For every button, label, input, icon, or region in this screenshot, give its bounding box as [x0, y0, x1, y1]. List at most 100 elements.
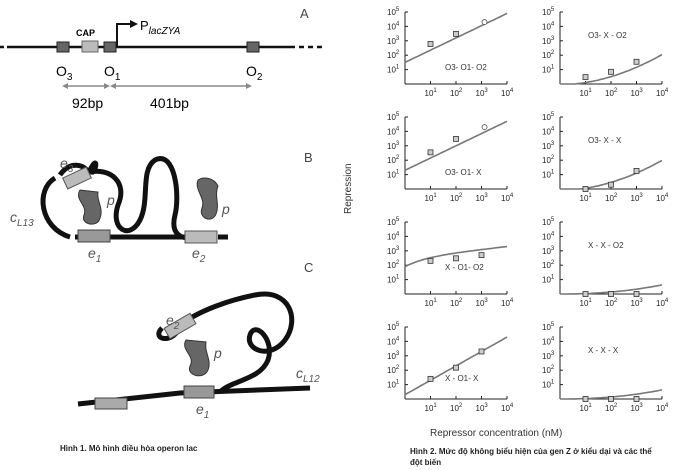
y-tick-label: 105	[387, 112, 400, 122]
c-e2-label: e2	[166, 312, 180, 332]
data-point	[453, 364, 459, 371]
x-tick-label: 102	[605, 403, 618, 413]
b-cl13-label: cL13	[10, 209, 34, 229]
y-tick-label: 105	[387, 7, 400, 17]
y-axis-label: Repression	[343, 163, 354, 214]
series-label: X - O1- O2	[445, 263, 484, 272]
y-tick-label: 102	[387, 365, 400, 375]
repression-charts: 105 104 103 102 101 101 102 103 104 O3- O1- O2 105…	[387, 7, 669, 413]
y-tick-label: 103	[542, 141, 555, 151]
y-tick-label: 102	[387, 260, 400, 270]
x-tick-label: 103	[631, 193, 644, 203]
b-p-label-right: p	[221, 201, 230, 217]
data-point	[633, 396, 640, 402]
x-tick-label: 104	[501, 193, 514, 203]
y-tick-label: 102	[542, 50, 555, 60]
b-p-label-left: p	[106, 192, 115, 208]
c-e1-label: e1	[196, 401, 209, 421]
y-tick-label: 103	[387, 351, 400, 361]
series-label: O3- O1- O2	[445, 63, 487, 72]
dna-loop-b-left	[40, 175, 71, 240]
y-tick-label: 104	[387, 231, 400, 241]
data-point	[427, 375, 434, 382]
repressor-b-left	[78, 189, 102, 225]
operator-e3-box-b	[62, 166, 92, 190]
promoter-label: PlacZYA	[140, 18, 181, 37]
outlier-point	[481, 124, 488, 130]
x-tick-label: 101	[425, 403, 438, 413]
y-tick-label: 105	[542, 112, 555, 122]
y-tick-label: 102	[387, 50, 400, 60]
data-point	[582, 396, 589, 402]
x-tick-label: 104	[501, 403, 514, 413]
o2-label: O2	[246, 63, 263, 83]
x-tick-label: 102	[450, 298, 463, 308]
data-point	[582, 74, 589, 81]
operator-o3-box	[56, 41, 70, 53]
dna-loop-b	[89, 156, 196, 241]
y-tick-label: 101	[387, 170, 400, 180]
y-tick-label: 103	[387, 246, 400, 256]
y-tick-label: 102	[387, 155, 400, 165]
x-tick-label: 104	[501, 298, 514, 308]
distance-92bp: 92bp	[72, 95, 103, 111]
y-tick-label: 101	[387, 275, 400, 285]
outlier-point	[481, 19, 488, 25]
series-label: X - X - O2	[588, 241, 624, 250]
operator-e2-box-b	[184, 230, 218, 244]
x-tick-label: 101	[425, 298, 438, 308]
data-point	[582, 291, 589, 297]
x-tick-label: 101	[580, 88, 593, 98]
x-tick-label: 101	[425, 88, 438, 98]
x-tick-label: 102	[450, 88, 463, 98]
distance-401bp: 401bp	[150, 95, 189, 111]
y-tick-label: 105	[542, 7, 555, 17]
y-tick-label: 101	[387, 380, 400, 390]
y-tick-label: 104	[542, 21, 555, 31]
dna-loop-c	[178, 291, 295, 394]
x-tick-label: 102	[605, 88, 618, 98]
y-tick-label: 102	[542, 260, 555, 270]
figure-2-caption: Hình 2. Mức độ không biểu hiện của gen Z…	[410, 447, 652, 467]
cap-site-box	[81, 40, 99, 53]
x-tick-label: 103	[476, 403, 489, 413]
panel-a-label: A	[300, 6, 309, 21]
promoter-arrow	[116, 23, 130, 47]
series-label: O3- X - X	[588, 136, 622, 145]
x-tick-label: 104	[656, 88, 669, 98]
operator-o1-box	[103, 41, 117, 53]
operator-e2-box-c	[163, 312, 197, 340]
x-tick-label: 102	[605, 193, 618, 203]
data-point	[608, 396, 614, 402]
series-curve	[404, 12, 508, 64]
series-curve	[404, 245, 508, 268]
o1-label: O1	[104, 63, 121, 83]
data-point	[427, 257, 434, 264]
series-curve	[404, 120, 508, 172]
data-point	[453, 31, 459, 37]
x-tick-label: 103	[476, 193, 489, 203]
x-tick-label: 101	[425, 193, 438, 203]
data-point	[608, 68, 614, 75]
data-point	[478, 252, 485, 259]
y-tick-label: 103	[542, 246, 555, 256]
operator-e1-box-b	[77, 229, 111, 243]
x-tick-label: 103	[631, 403, 644, 413]
y-tick-label: 102	[542, 155, 555, 165]
y-tick-label: 105	[387, 322, 400, 332]
series-label: O3- X - O2	[588, 31, 627, 40]
data-point	[608, 181, 614, 188]
y-tick-label: 104	[387, 336, 400, 346]
x-tick-label: 102	[450, 403, 463, 413]
y-tick-label: 103	[387, 36, 400, 46]
y-tick-label: 101	[542, 275, 555, 285]
x-tick-label: 104	[656, 403, 669, 413]
b-e1-label: e1	[88, 245, 101, 265]
data-point	[427, 149, 434, 156]
data-point	[633, 291, 640, 297]
data-point	[478, 348, 485, 355]
y-tick-label: 105	[387, 217, 400, 227]
y-tick-label: 105	[542, 217, 555, 227]
x-tick-label: 104	[656, 193, 669, 203]
